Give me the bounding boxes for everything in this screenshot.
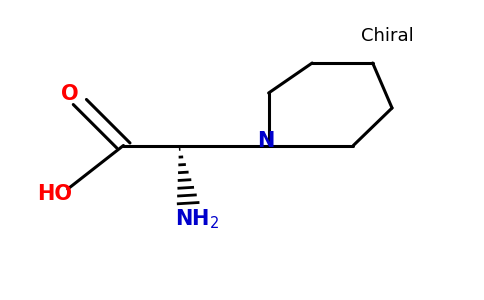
Text: Chiral: Chiral (361, 27, 413, 45)
Text: NH$_2$: NH$_2$ (175, 207, 220, 231)
Text: HO: HO (37, 184, 72, 204)
Text: O: O (61, 85, 79, 104)
Text: N: N (257, 131, 275, 151)
